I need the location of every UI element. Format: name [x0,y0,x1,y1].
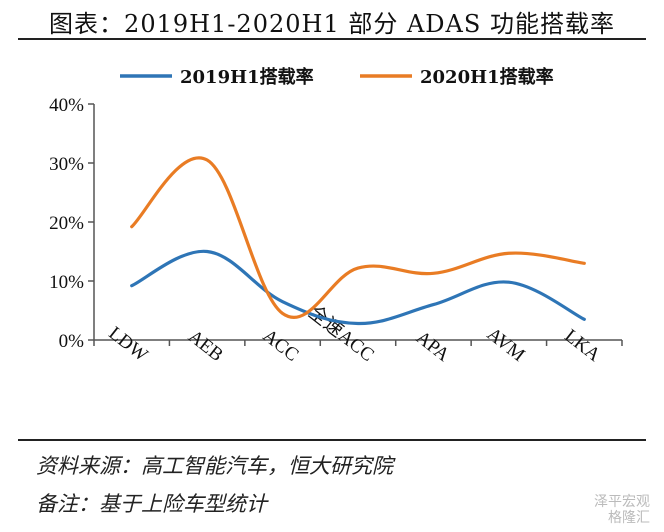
x-tick-label: LKA [560,325,604,366]
chart-title: 图表：2019H1-2020H1 部分 ADAS 功能搭载率 [49,10,615,38]
x-tick-label: APA [412,327,454,366]
y-tick-label: 40% [49,95,84,116]
x-tick-label: LDW [105,323,152,366]
series-line-2 [130,156,586,319]
legend: 2019H1搭载率 2020H1搭载率 [120,66,554,88]
watermark-line1: 泽平宏观 [594,494,650,510]
x-tick-label: AVM [483,324,529,366]
top-rule [18,38,646,40]
x-tick-label: 全速ACC [304,301,378,366]
series-line-1 [130,249,586,326]
source-note: 资料来源：高工智能汽车，恒大研究院 [36,454,393,478]
watermark-line2: 格隆汇 [608,510,650,526]
remark-note: 备注：基于上险车型统计 [36,492,267,516]
legend-label-1: 2019H1搭载率 [180,66,314,88]
legend-label-2: 2020H1搭载率 [420,66,554,88]
series-lines [130,156,586,326]
y-tick-label: 20% [49,213,84,234]
y-tick-label: 0% [59,331,85,352]
line-chart: 2019H1搭载率 2020H1搭载率 0% 10% 20% 30% 40% LDW AEB A… [49,66,623,366]
axes: 0% 10% 20% 30% 40% LDW AEB ACC 全速ACC APA AVM LKA [49,95,623,366]
bottom-rule [18,439,646,441]
x-tick-label: ACC [259,325,303,366]
watermark: 泽平宏观 格隆汇 [594,494,650,526]
y-tick-label: 10% [49,272,84,293]
x-tick-label: AEB [184,326,227,366]
y-tick-label: 30% [49,154,84,175]
